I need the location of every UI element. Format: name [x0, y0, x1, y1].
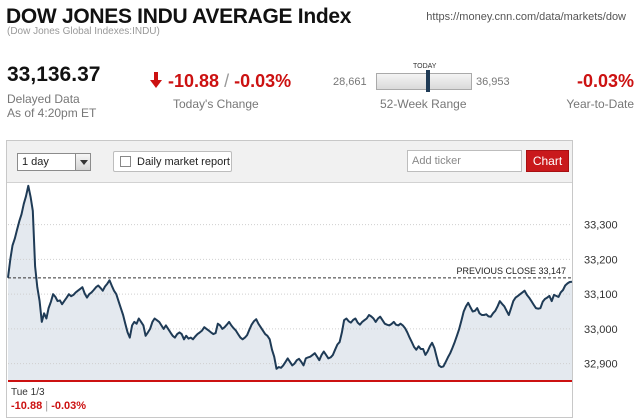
last-price: 33,136.37 — [7, 63, 101, 86]
y-tick-label: 32,900 — [584, 359, 618, 371]
change-separator: / — [224, 71, 230, 91]
daily-market-report-button[interactable]: Daily market report — [113, 151, 232, 172]
page-title: DOW JONES INDU AVERAGE Index — [6, 5, 352, 28]
todays-change-label: Today's Change — [173, 97, 259, 111]
daily-report-checkbox[interactable] — [120, 156, 131, 167]
chevron-down-icon[interactable] — [75, 154, 90, 170]
y-tick-label: 33,300 — [584, 220, 618, 232]
x-axis-date-label: Tue 1/3 — [11, 387, 45, 398]
range-low: 28,661 — [333, 76, 367, 88]
delayed-info: Delayed Data As of 4:20pm ET — [7, 92, 96, 120]
chart-change-separator: | — [45, 400, 49, 412]
y-tick-label: 33,100 — [584, 289, 618, 301]
ytd-label: Year-to-Date — [566, 97, 634, 111]
as-of-time: As of 4:20pm ET — [7, 106, 97, 120]
chart-toolbar: 1 day Daily market report Chart — [7, 141, 572, 183]
down-arrow-icon — [150, 72, 162, 88]
range-today-marker — [425, 70, 430, 92]
time-range-value: 1 day — [22, 156, 49, 168]
page-url[interactable]: https://money.cnn.com/data/markets/dow — [426, 11, 626, 23]
range-bar — [376, 73, 472, 90]
daily-report-label: Daily market report — [137, 156, 230, 168]
chart-button[interactable]: Chart — [526, 150, 569, 172]
range-today-label: TODAY — [413, 63, 437, 70]
chart-change-percent: -0.03% — [51, 400, 87, 412]
chart-change-points: -10.88 — [11, 400, 43, 412]
range-label: 52-Week Range — [380, 97, 467, 111]
chart-panel: 1 day Daily market report Chart — [6, 140, 573, 418]
change-percent: -0.03% — [234, 71, 292, 91]
range-high: 36,953 — [476, 76, 510, 88]
chart-change-summary: -10.88 | -0.03% — [11, 400, 86, 412]
add-ticker-input[interactable] — [407, 150, 522, 172]
index-subtitle: (Dow Jones Global Indexes:INDU) — [7, 26, 160, 37]
change-points: -10.88 — [168, 71, 220, 91]
todays-change: -10.88 / -0.03% — [150, 71, 291, 92]
y-tick-label: 33,200 — [584, 254, 618, 266]
y-tick-label: 33,000 — [584, 324, 618, 336]
time-range-select[interactable]: 1 day — [17, 153, 91, 171]
ytd-percent: -0.03% — [576, 71, 634, 91]
delayed-label: Delayed Data — [7, 92, 80, 106]
